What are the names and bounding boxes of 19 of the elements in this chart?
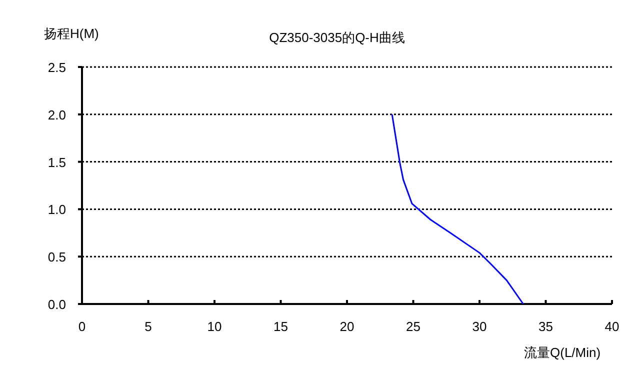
- x-axis-title: 流量Q(L/Min): [524, 345, 601, 360]
- chart-title: QZ350-3035的Q-H曲线: [269, 30, 405, 45]
- y-tick-label: 2.0: [48, 107, 66, 122]
- y-tick-label: 0.5: [48, 250, 66, 265]
- x-tick-label: 30: [472, 319, 487, 334]
- x-tick-label: 35: [538, 319, 553, 334]
- x-tick-label: 10: [207, 319, 222, 334]
- y-axis-title: 扬程H(M): [44, 26, 99, 41]
- y-tick-label: 0.0: [48, 297, 66, 312]
- line-series: [391, 114, 524, 305]
- x-tick-label: 0: [78, 319, 86, 334]
- y-tick-label: 1.0: [48, 202, 66, 218]
- y-tick-label: 2.5: [48, 60, 66, 75]
- y-tick-label: 1.5: [48, 154, 66, 170]
- x-tick-label: 40: [604, 319, 620, 334]
- x-tick-label: 25: [406, 319, 420, 334]
- x-tick-label: 20: [340, 319, 354, 334]
- x-tick-label: 15: [274, 319, 288, 334]
- x-tick-label: 5: [144, 319, 152, 334]
